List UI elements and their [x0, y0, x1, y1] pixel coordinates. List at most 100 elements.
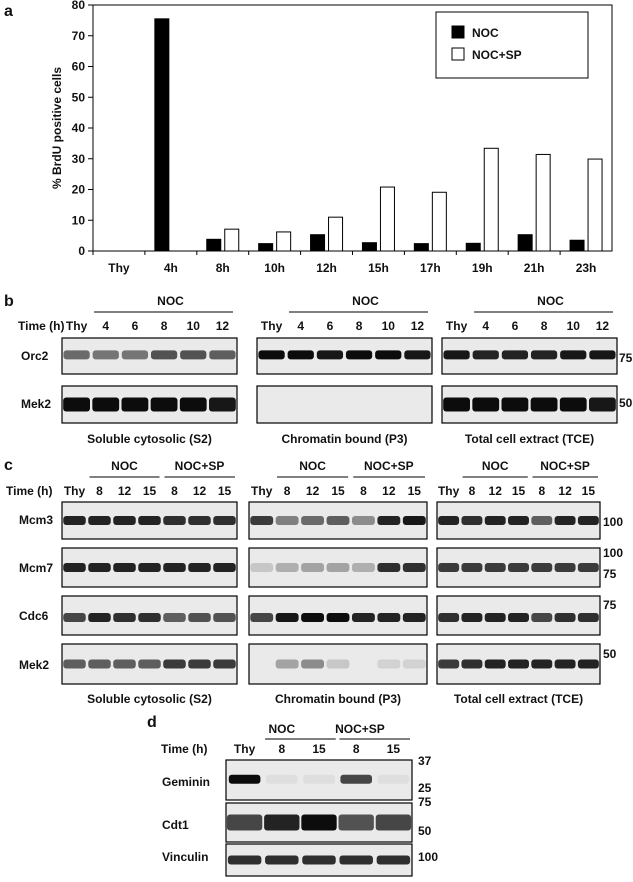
bar-noc [465, 242, 481, 252]
y-tick-label: 80 [72, 0, 86, 12]
x-tick-label: 8h [216, 261, 230, 275]
blot-band [530, 397, 558, 412]
blot-band [275, 563, 299, 572]
lane-label: 4 [102, 319, 109, 333]
blot-band [461, 659, 483, 669]
lane-label: Thy [446, 319, 468, 333]
blot-band [113, 659, 136, 669]
legend-label: NOC [472, 26, 499, 40]
x-tick-label: 15h [368, 261, 389, 275]
blot-band [121, 397, 149, 412]
lane-label: 8 [161, 319, 168, 333]
row-label: Mek2 [19, 658, 49, 672]
blot-band [345, 350, 373, 360]
blot-band [484, 659, 506, 669]
blot-band [530, 350, 558, 360]
blot-band [326, 516, 350, 525]
blot-band [301, 814, 337, 831]
blot-band [589, 350, 616, 360]
bar-chart: 0 10 20 30 40 50 60 70 80 Thy 4h 8h 10h 12h 15h 17h 19h 2… [72, 0, 613, 275]
blot-band [377, 774, 410, 784]
blot-band [402, 659, 426, 669]
lane-label: 8 [171, 484, 178, 498]
legend-swatch [451, 25, 465, 39]
blot-band [88, 516, 111, 525]
lane-label: Thy [66, 319, 88, 333]
caption: Soluble cytosolic (S2) [87, 692, 212, 706]
bar-noc-sp [224, 228, 240, 252]
blot-band [63, 612, 86, 622]
blot-band [484, 563, 506, 572]
bar-noc [517, 234, 533, 252]
blot-band [258, 398, 285, 412]
bar-noc [413, 243, 429, 252]
panel-d-label: d [147, 714, 157, 731]
blot-band [163, 612, 186, 622]
lane-label: Thy [64, 484, 86, 498]
blot-band [501, 397, 529, 412]
lane-label: 12 [596, 319, 610, 333]
bar-noc-sp [535, 153, 551, 252]
blot-band [438, 516, 460, 525]
blot-band [138, 612, 161, 622]
blot-band [377, 516, 401, 525]
blot-band [163, 659, 186, 669]
lane-label: 15 [387, 742, 401, 756]
blot-band [508, 516, 529, 525]
blot-band [531, 612, 553, 622]
blot-band [275, 612, 299, 622]
blot-band [138, 516, 161, 525]
lane-label: 10 [187, 319, 201, 333]
legend-label: NOC+SP [472, 48, 522, 62]
blot-band [250, 563, 274, 572]
blot-band [577, 612, 599, 622]
group-label-noc-sp: NOC+SP [540, 459, 590, 473]
blot-band [438, 612, 460, 622]
blot-band [339, 855, 373, 865]
blot-band [326, 563, 350, 572]
caption: Total cell extract (TCE) [465, 432, 594, 446]
c-time-label: Time (h) [6, 484, 52, 498]
panel-d-blots: NOC NOC+SP Thy 8 15 8 15 Geminin Cdt1 Vinculin 37 2… [162, 722, 438, 877]
blot-band [508, 563, 529, 572]
blot-band [63, 563, 86, 572]
blot-band [63, 659, 86, 669]
blot-band [302, 855, 336, 865]
blot-band [472, 350, 499, 360]
blot-band [258, 350, 285, 360]
blot-band [113, 563, 136, 572]
blot-band [554, 516, 576, 525]
lane-label: 12 [118, 484, 132, 498]
y-axis-label: % BrdU positive cells [50, 67, 64, 189]
blot-band [150, 350, 178, 360]
bar-noc-sp [587, 158, 603, 252]
caption: Chromatin bound (P3) [282, 432, 408, 446]
group-label-noc-sp: NOC+SP [364, 459, 414, 473]
mw-marker: 50 [603, 647, 617, 661]
mw-marker: 75 [418, 795, 432, 809]
y-tick-label: 50 [72, 90, 86, 104]
blot-band [213, 659, 236, 669]
lane-label: 10 [567, 319, 581, 333]
blot-panel [441, 337, 618, 375]
lane-label: 10 [382, 319, 396, 333]
group-label-noc-sp: NOC+SP [335, 722, 385, 736]
blot-band [554, 612, 576, 622]
blot-band [531, 516, 553, 525]
lane-label: Thy [234, 742, 256, 756]
blot-band [501, 350, 529, 360]
lane-label: 12 [382, 484, 396, 498]
mw-marker: 50 [619, 396, 633, 410]
blot-band [560, 350, 587, 360]
y-tick-label: 70 [72, 29, 86, 43]
blot-band [250, 516, 274, 525]
blot-band [163, 516, 186, 525]
y-tick-label: 20 [72, 183, 86, 197]
blot-band [377, 659, 401, 669]
lane-label: 12 [216, 319, 230, 333]
mw-marker: 75 [603, 567, 617, 581]
lane-label: 12 [193, 484, 207, 498]
blot-band [577, 659, 599, 669]
lane-label: 8 [541, 319, 548, 333]
mw-marker: 100 [603, 515, 623, 529]
